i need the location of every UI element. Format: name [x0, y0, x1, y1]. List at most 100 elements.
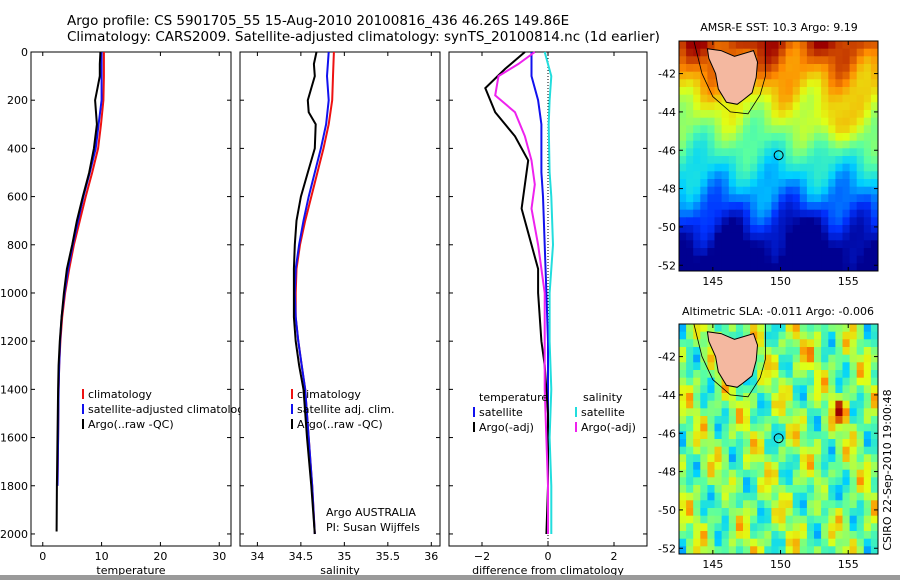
heatmap-cell	[693, 515, 701, 524]
heatmap-cell	[792, 163, 801, 172]
heatmap-cell	[792, 354, 801, 363]
heatmap-cell	[686, 408, 694, 417]
heatmap-cell	[686, 186, 694, 195]
heatmap-cell	[821, 125, 829, 134]
heatmap-cell	[814, 469, 822, 478]
heatmap-cell	[757, 225, 765, 234]
heatmap-cell	[821, 133, 829, 142]
heatmap-cell	[771, 500, 779, 509]
y-tick-label: 2000	[0, 528, 28, 541]
heatmap-cell	[835, 263, 843, 272]
heatmap-cell	[764, 454, 772, 463]
heatmap-cell	[771, 508, 779, 517]
heatmap-cell	[735, 117, 744, 126]
heatmap-cell	[856, 439, 865, 448]
heatmap-cell	[700, 186, 708, 195]
heatmap-cell	[792, 416, 801, 425]
heatmap-cell	[771, 48, 779, 57]
heatmap-cell	[821, 408, 829, 417]
heatmap-cell	[828, 431, 836, 440]
heatmap-cell	[870, 71, 879, 80]
heatmap-cell	[799, 331, 808, 340]
heatmap-cell	[743, 393, 751, 402]
heatmap-cell	[735, 400, 744, 409]
heatmap-cell	[785, 94, 794, 103]
heatmap-cell	[679, 454, 687, 463]
heatmap-cell	[835, 385, 843, 394]
heatmap-cell	[870, 240, 879, 249]
heatmap-cell	[821, 462, 829, 471]
heatmap-cell	[814, 209, 822, 218]
heatmap-cell	[778, 469, 787, 478]
heatmap-cell	[771, 225, 779, 234]
heatmap-cell	[849, 393, 858, 402]
heatmap-cell	[771, 439, 779, 448]
heatmap-cell	[778, 102, 787, 111]
heatmap-cell	[821, 79, 829, 88]
heatmap-cell	[792, 240, 801, 249]
heatmap-cell	[856, 163, 865, 172]
heatmap-cell	[714, 225, 723, 234]
heatmap-cell	[863, 125, 872, 134]
heatmap-cell	[870, 225, 879, 234]
heatmap-cell	[686, 87, 694, 96]
heatmap-cell	[778, 354, 787, 363]
heatmap-cell	[700, 79, 708, 88]
heatmap-cell	[863, 148, 872, 157]
heatmap-cell	[863, 508, 872, 517]
heatmap-cell	[693, 370, 701, 379]
heatmap-cell	[785, 485, 794, 494]
heatmap-cell	[750, 255, 758, 264]
heatmap-cell	[686, 48, 694, 57]
heatmap-cell	[828, 48, 836, 57]
heatmap-cell	[700, 462, 708, 471]
heatmap-cell	[764, 446, 772, 455]
heatmap-cell	[778, 538, 787, 547]
heatmap-cell	[728, 331, 737, 340]
heatmap-cell	[693, 462, 701, 471]
heatmap-cell	[735, 331, 744, 340]
heatmap-cell	[764, 354, 772, 363]
heatmap-cell	[771, 446, 779, 455]
heatmap-cell	[785, 117, 794, 126]
heatmap-cell	[856, 148, 865, 157]
heatmap-cell	[856, 48, 865, 57]
heatmap-cell	[778, 209, 787, 218]
heatmap-cell	[835, 110, 843, 119]
heatmap-cell	[714, 248, 723, 257]
heatmap-cell	[771, 416, 779, 425]
heatmap-cell	[799, 209, 808, 218]
heatmap-cell	[750, 110, 758, 119]
heatmap-cell	[735, 202, 744, 211]
heatmap-cell	[757, 117, 765, 126]
heatmap-cell	[870, 400, 879, 409]
heatmap-cell	[792, 393, 801, 402]
heatmap-cell	[707, 362, 715, 371]
heatmap-cell	[856, 400, 865, 409]
heatmap-cell	[799, 194, 808, 203]
heatmap-cell	[849, 446, 858, 455]
heatmap-cell	[750, 431, 758, 440]
heatmap-cell	[835, 500, 843, 509]
x-tick-label: 36	[424, 550, 438, 563]
heatmap-cell	[700, 393, 708, 402]
heatmap-cell	[792, 117, 801, 126]
heatmap-cell	[721, 140, 730, 149]
heatmap-cell	[821, 339, 829, 348]
heatmap-cell	[771, 163, 779, 172]
heatmap-cell	[806, 87, 815, 96]
heatmap-cell	[735, 408, 744, 417]
heatmap-cell	[821, 508, 829, 517]
heatmap-cell	[799, 500, 808, 509]
heatmap-cell	[771, 339, 779, 348]
heatmap-cell	[693, 64, 701, 73]
heatmap-cell	[821, 362, 829, 371]
heatmap-cell	[764, 87, 772, 96]
x-tick-label: 0	[545, 550, 552, 563]
heatmap-cell	[863, 232, 872, 241]
heatmap-cell	[785, 431, 794, 440]
heatmap-cell	[707, 102, 715, 111]
legend-label: satellite	[479, 406, 523, 419]
heatmap-cell	[686, 117, 694, 126]
heatmap-cell	[778, 462, 787, 471]
